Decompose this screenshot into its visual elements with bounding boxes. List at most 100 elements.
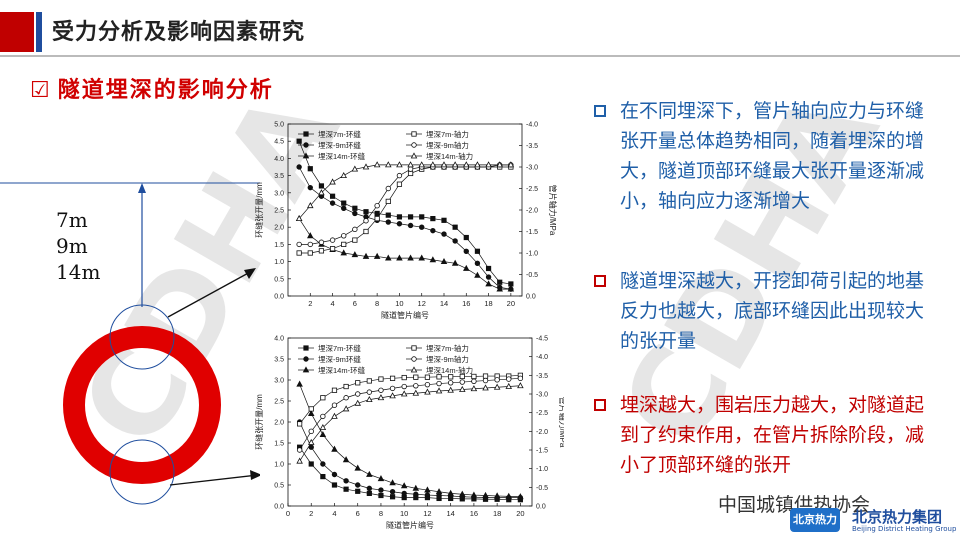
data-point <box>343 486 349 492</box>
data-point <box>407 254 414 261</box>
chart-bottom: 0 2 4 6 8 10 12 14 16 18 20 0.0 0.5 1.0 1.5 2.0 2.5 3.0 3.… <box>254 336 564 531</box>
data-point <box>506 376 512 382</box>
data-point <box>354 399 361 406</box>
arrow-to-chart2-head <box>250 470 260 480</box>
data-point <box>374 216 380 222</box>
data-point <box>459 385 466 392</box>
data-point <box>435 488 443 495</box>
data-point <box>366 485 373 492</box>
data-point <box>296 447 303 453</box>
legend-marker <box>411 131 417 137</box>
data-point <box>400 482 408 489</box>
y-tick-label: 1.0 <box>274 462 284 469</box>
data-point <box>307 241 313 248</box>
data-point <box>507 285 515 292</box>
data-point <box>363 218 369 224</box>
data-point <box>378 387 384 393</box>
data-point <box>343 395 349 401</box>
y-tick-label: 0.5 <box>274 276 284 283</box>
data-point <box>396 172 403 179</box>
y-tick-label: 4.5 <box>274 139 284 146</box>
data-point <box>474 161 481 168</box>
data-point <box>307 250 313 256</box>
y2-tick-label: -1.5 <box>526 229 538 236</box>
data-point <box>366 378 372 384</box>
data-point <box>485 265 492 272</box>
data-point <box>389 375 396 381</box>
data-point <box>373 252 381 259</box>
y-tick-label: 0.5 <box>274 483 284 490</box>
data-point <box>430 227 436 234</box>
y2-axis-label: 管片轴力/MPa <box>558 397 564 448</box>
y-tick-label: 2.5 <box>274 399 284 406</box>
data-point <box>341 205 347 211</box>
data-point <box>318 189 325 196</box>
legend-marker <box>410 366 418 373</box>
data-point <box>459 490 466 497</box>
legend-marker <box>303 142 309 148</box>
x-tick-label: 6 <box>356 509 360 518</box>
data-point <box>396 214 403 220</box>
data-point <box>319 423 327 430</box>
brand-name: 北京热力集团 <box>852 508 943 526</box>
data-point <box>355 488 361 494</box>
y-tick-label: 1.5 <box>274 441 284 448</box>
data-point <box>424 492 431 498</box>
brand-name-en: Beijing District Heating Group <box>852 525 957 533</box>
data-point <box>363 228 369 235</box>
data-point <box>396 221 403 227</box>
data-point <box>295 214 303 221</box>
legend-entry: 埋深7m-轴力 <box>426 343 469 353</box>
section-title-text: 隧道埋深的影响分析 <box>57 78 274 103</box>
y-tick-label: 0.0 <box>274 504 284 511</box>
data-point <box>463 234 469 241</box>
data-point <box>320 461 326 467</box>
legend-marker <box>303 356 309 362</box>
data-point <box>389 489 396 495</box>
data-point <box>463 248 469 254</box>
data-point <box>496 161 503 168</box>
x-tick-label: 2 <box>308 299 312 308</box>
data-point <box>496 285 503 292</box>
data-point <box>440 161 448 168</box>
data-point <box>424 381 431 388</box>
y2-tick-label: -4.5 <box>536 336 548 343</box>
data-point <box>389 494 396 500</box>
data-point <box>342 456 350 463</box>
arrow-to-chart1 <box>167 270 253 318</box>
data-point <box>401 383 407 390</box>
data-point <box>418 254 425 261</box>
data-point <box>447 386 454 393</box>
data-point <box>440 257 448 265</box>
tunnel-diagram <box>0 182 260 505</box>
y-tick-label: 5.0 <box>274 122 284 129</box>
data-point <box>451 259 459 266</box>
data-point <box>517 382 524 389</box>
data-point <box>340 171 347 178</box>
data-point <box>296 241 302 248</box>
y-tick-label: 4.0 <box>274 156 284 163</box>
data-point <box>329 193 336 199</box>
legend-entry: 埋深-9m环缝 <box>318 354 361 364</box>
data-point <box>329 237 336 243</box>
data-point <box>366 395 373 402</box>
data-point <box>366 389 373 395</box>
data-point <box>340 249 347 256</box>
y2-tick-label: -1.0 <box>536 466 548 473</box>
y2-tick-label: -0.5 <box>536 485 548 492</box>
data-point <box>320 473 326 480</box>
data-point <box>331 412 338 419</box>
data-point <box>331 482 338 488</box>
data-point <box>451 161 459 168</box>
legend-entry: 埋深14m-环缝 <box>318 151 366 161</box>
legend-entry: 埋深-9m轴力 <box>426 354 469 364</box>
header-divider <box>0 55 960 57</box>
data-point <box>366 490 372 496</box>
depth-arrow-head <box>138 183 146 193</box>
x-tick-label: 10 <box>400 509 408 518</box>
y2-tick-label: -0.5 <box>526 272 538 279</box>
data-point <box>507 161 515 168</box>
data-point <box>413 383 419 389</box>
data-point <box>493 383 501 390</box>
arrow-to-chart2 <box>169 474 259 486</box>
